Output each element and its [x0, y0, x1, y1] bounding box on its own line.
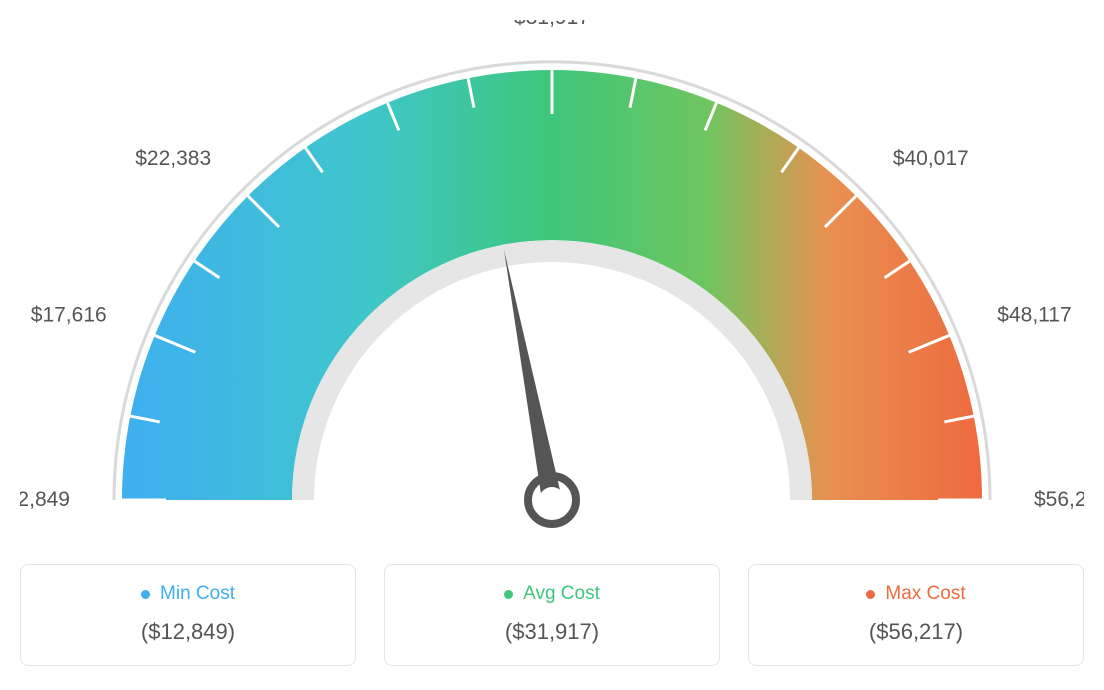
avg-cost-value: ($31,917)	[405, 619, 699, 645]
svg-text:$40,017: $40,017	[893, 147, 969, 170]
svg-text:$22,383: $22,383	[135, 147, 211, 170]
gauge-svg: $12,849 $17,616 $22,383 $31,917 $40,017 $48,1…	[20, 20, 1084, 540]
svg-text:$48,117: $48,117	[997, 304, 1071, 327]
svg-text:$31,917: $31,917	[514, 20, 590, 29]
avg-cost-title: Avg Cost	[504, 583, 600, 605]
max-cost-value: ($56,217)	[769, 619, 1063, 645]
min-cost-card: Min Cost ($12,849)	[20, 564, 356, 666]
svg-text:$56,217: $56,217	[1034, 488, 1084, 511]
max-cost-card: Max Cost ($56,217)	[748, 564, 1084, 666]
svg-text:$12,849: $12,849	[20, 488, 70, 511]
min-cost-label: Min Cost	[160, 583, 235, 605]
min-cost-title: Min Cost	[141, 583, 235, 605]
avg-cost-card: Avg Cost ($31,917)	[384, 564, 720, 666]
avg-cost-label: Avg Cost	[523, 583, 600, 605]
gauge-chart: $12,849 $17,616 $22,383 $31,917 $40,017 $48,1…	[20, 20, 1084, 540]
avg-dot-icon	[504, 590, 513, 599]
min-cost-value: ($12,849)	[41, 619, 335, 645]
svg-text:$17,616: $17,616	[31, 304, 107, 327]
max-cost-title: Max Cost	[866, 583, 965, 605]
max-dot-icon	[866, 590, 875, 599]
min-dot-icon	[141, 590, 150, 599]
summary-cards: Min Cost ($12,849) Avg Cost ($31,917) Ma…	[20, 564, 1084, 666]
max-cost-label: Max Cost	[885, 583, 965, 605]
